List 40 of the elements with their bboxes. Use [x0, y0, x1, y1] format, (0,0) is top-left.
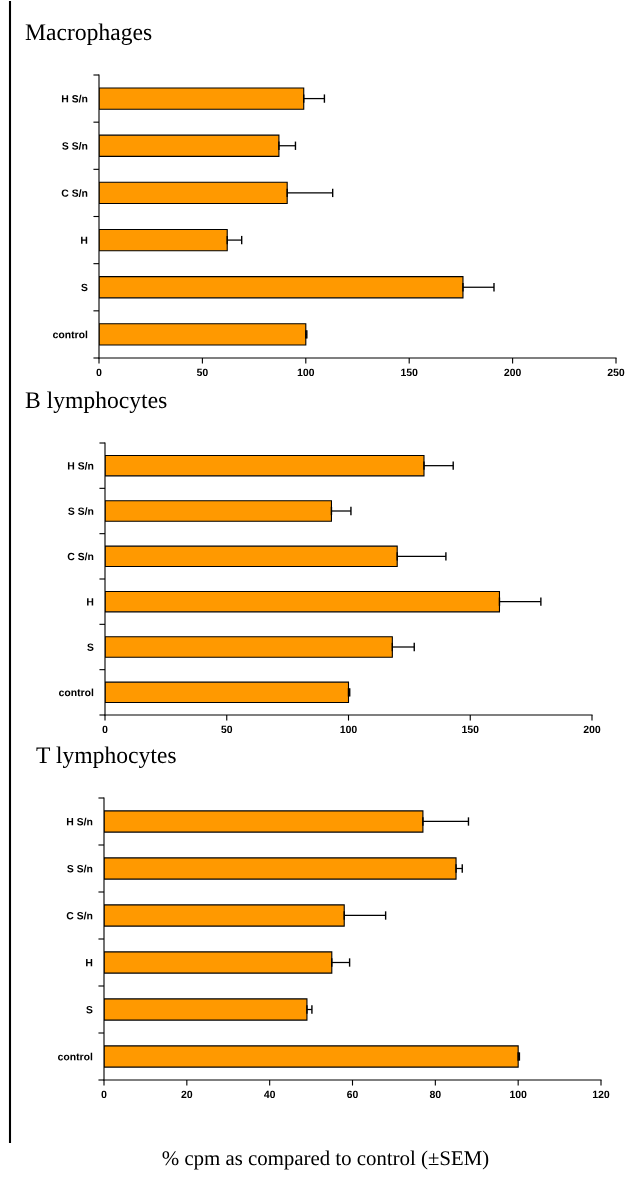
y-tick-label: C S/n	[67, 552, 94, 561]
x-tick-label: 120	[592, 1090, 610, 1099]
x-tick-label: 50	[196, 368, 208, 377]
y-tick-label: S S/n	[68, 507, 94, 515]
x-tick-label: 100	[510, 1090, 527, 1099]
x-tick-label: 150	[462, 725, 479, 734]
y-tick-label: S S/n	[62, 141, 88, 150]
y-tick-label: control	[59, 688, 94, 697]
text: % cpm as compared to control (±SEM)	[162, 1150, 489, 1170]
x-tick-label: 20	[181, 1090, 193, 1099]
y-tick-label: control	[58, 1052, 93, 1061]
y-tick-label: S	[86, 1006, 93, 1014]
y-tick-label: C S/n	[66, 911, 93, 920]
x-tick-label: 0	[96, 368, 102, 377]
x-tick-label: 200	[583, 725, 601, 734]
y-tick-label: H	[86, 959, 93, 967]
x-tick-label: 60	[347, 1090, 358, 1099]
y-tick-label: S S/n	[67, 864, 93, 873]
x-tick-label: 250	[607, 368, 625, 377]
y-tick-label: H S/n	[67, 461, 94, 470]
x-tick-label: 200	[504, 368, 521, 377]
y-tick-label: H S/n	[61, 94, 88, 103]
y-tick-label: H	[87, 598, 94, 606]
y-tick-label: S	[81, 283, 88, 292]
x-tick-label: 0	[101, 1090, 107, 1099]
y-tick-label: H	[81, 236, 88, 244]
x-tick-label: 80	[429, 1090, 441, 1099]
chart-title: B lymphocytes	[25, 391, 167, 413]
y-tick-label: S	[87, 643, 94, 651]
x-tick-label: 40	[264, 1090, 276, 1099]
y-tick-label: C S/n	[61, 189, 88, 197]
x-tick-label: 50	[221, 725, 233, 734]
x-tick-label: 0	[102, 725, 108, 734]
x-tick-label: 150	[401, 368, 418, 377]
chart-title: T lymphocytes	[36, 746, 176, 768]
y-tick-label: control	[53, 330, 88, 339]
y-tick-label: H S/n	[66, 817, 93, 826]
chart-title: Macrophages	[25, 23, 152, 45]
x-tick-label: 100	[297, 368, 315, 377]
x-tick-label: 100	[340, 725, 357, 734]
